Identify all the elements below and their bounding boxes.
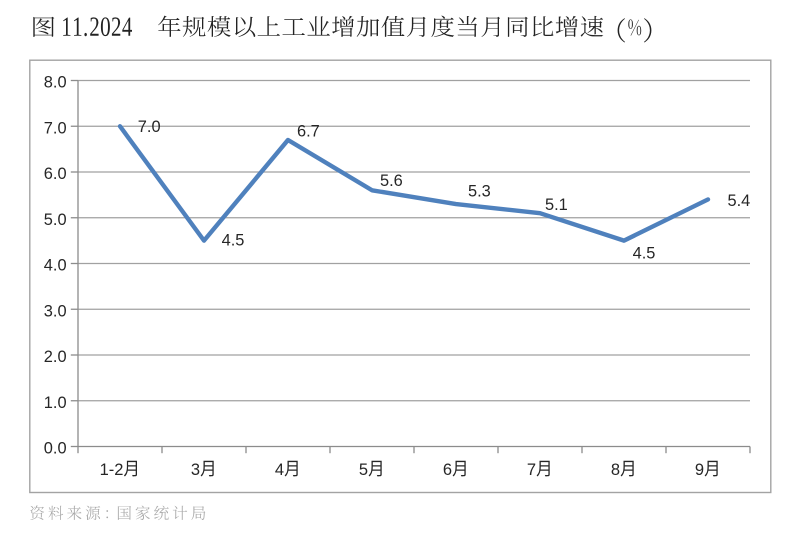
svg-text:6.7: 6.7 bbox=[297, 122, 320, 140]
svg-text:3: 3 bbox=[191, 461, 200, 479]
svg-text:4.5: 4.5 bbox=[222, 232, 245, 250]
svg-text:6: 6 bbox=[443, 461, 452, 479]
svg-text:4.0: 4.0 bbox=[44, 257, 67, 275]
svg-text:5.3: 5.3 bbox=[468, 183, 491, 201]
svg-text:7.0: 7.0 bbox=[44, 119, 67, 137]
svg-text:9: 9 bbox=[695, 461, 704, 479]
svg-text:6.0: 6.0 bbox=[44, 165, 67, 183]
svg-text:5.4: 5.4 bbox=[728, 192, 751, 210]
svg-text:5.0: 5.0 bbox=[44, 211, 67, 229]
svg-text:8.0: 8.0 bbox=[44, 74, 67, 92]
svg-text:5: 5 bbox=[359, 461, 368, 479]
svg-text:5.6: 5.6 bbox=[380, 172, 403, 190]
svg-text:1.0: 1.0 bbox=[44, 394, 67, 412]
svg-text:4.5: 4.5 bbox=[633, 245, 656, 263]
svg-text:1-2: 1-2 bbox=[100, 461, 124, 479]
svg-text:2.0: 2.0 bbox=[44, 348, 67, 366]
svg-text:3.0: 3.0 bbox=[44, 302, 67, 320]
svg-text:7: 7 bbox=[527, 461, 536, 479]
svg-text:0.0: 0.0 bbox=[44, 440, 67, 458]
svg-text:7.0: 7.0 bbox=[138, 118, 161, 136]
svg-text:8: 8 bbox=[611, 461, 620, 479]
svg-text:4: 4 bbox=[275, 461, 284, 479]
svg-text:5.1: 5.1 bbox=[545, 196, 568, 214]
